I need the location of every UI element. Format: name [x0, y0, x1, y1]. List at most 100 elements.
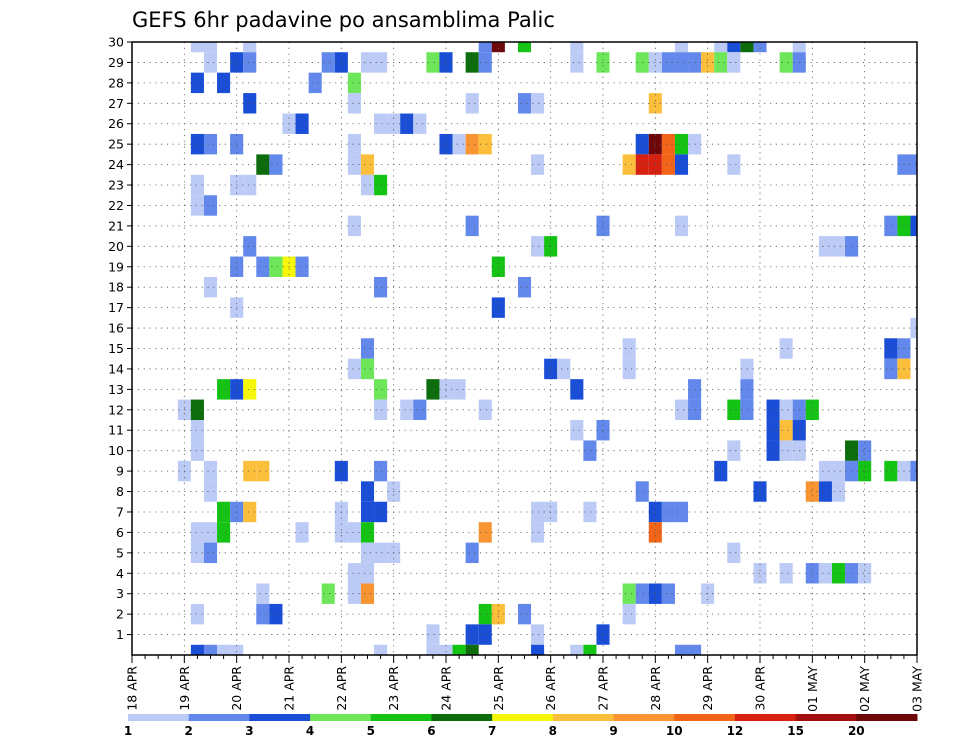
- heatmap-cell: [413, 399, 427, 421]
- heatmap-cell: [374, 460, 388, 482]
- heatmap-cell: [478, 399, 492, 421]
- heatmap-cell: [635, 52, 649, 73]
- heatmap-cell: [374, 174, 388, 196]
- heatmap-cell: [635, 583, 649, 604]
- heatmap-cell: [766, 420, 780, 441]
- heatmap-cell: [347, 583, 361, 604]
- heatmap-cell: [517, 276, 532, 298]
- colorbar-label: 20: [848, 724, 865, 738]
- heatmap-cell: [374, 276, 388, 298]
- colorbar-label: 4: [306, 724, 314, 738]
- heatmap-cell: [360, 154, 375, 175]
- heatmap-cell: [256, 603, 270, 625]
- y-tick-label: 5: [116, 545, 124, 560]
- heatmap-cell: [622, 154, 636, 175]
- colorbar-swatch: [552, 714, 615, 721]
- heatmap-cell: [478, 42, 492, 53]
- heatmap-cell: [360, 522, 375, 543]
- heatmap-cell: [203, 481, 218, 502]
- heatmap-cell: [714, 52, 728, 73]
- heatmap-cell: [570, 644, 584, 655]
- colorbar-label: 9: [609, 724, 617, 738]
- y-tick-label: 4: [116, 566, 124, 581]
- heatmap-cell: [727, 399, 741, 421]
- heatmap-cell: [243, 174, 257, 196]
- heatmap-cell: [648, 522, 662, 543]
- colorbar-label: 2: [185, 724, 193, 738]
- heatmap-cell: [674, 215, 689, 237]
- y-tick-label: 12: [108, 402, 124, 417]
- heatmap-cell: [831, 460, 846, 482]
- heatmap-cell: [531, 624, 545, 645]
- heatmap-cell: [635, 481, 649, 502]
- x-tick-label: 30 APR: [753, 666, 768, 711]
- heatmap-cell: [661, 52, 675, 73]
- heatmap-cell: [570, 42, 584, 53]
- colorbar-swatch: [734, 714, 797, 721]
- heatmap-cell: [347, 358, 361, 380]
- heatmap-cell: [648, 133, 662, 155]
- heatmap-cell: [779, 338, 793, 359]
- y-tick-label: 21: [108, 218, 124, 233]
- heatmap-cell: [203, 52, 218, 73]
- heatmap-cell: [321, 583, 335, 604]
- colorbar-swatch: [856, 714, 918, 721]
- heatmap-cell: [203, 133, 218, 155]
- heatmap-cell: [256, 256, 270, 277]
- heatmap-cell: [727, 42, 741, 53]
- heatmap-cell: [517, 42, 532, 53]
- heatmap-cell: [360, 481, 375, 502]
- heatmap-cell: [321, 52, 335, 73]
- heatmap-cell: [674, 501, 689, 523]
- heatmap-cell: [583, 440, 597, 461]
- heatmap-cell: [727, 542, 741, 564]
- x-tick-label: 27 APR: [596, 666, 611, 711]
- heatmap-cell: [426, 644, 440, 655]
- heatmap-cell: [203, 542, 218, 564]
- heatmap-cell: [360, 358, 375, 380]
- colorbar-legend: 1 2 3 4 5 6 7 8 9 10 12 15 20: [124, 714, 918, 738]
- chart-title: GEFS 6hr padavine po ansamblima Palic: [132, 8, 555, 32]
- heatmap-cell: [478, 52, 492, 73]
- heatmap-cell: [217, 644, 231, 655]
- y-tick-label: 9: [116, 464, 124, 479]
- heatmap-cell: [203, 522, 218, 543]
- heatmap-cell: [531, 93, 545, 114]
- heatmap-cell: [465, 624, 479, 645]
- heatmap-cell: [295, 256, 309, 277]
- heatmap-cell: [203, 195, 218, 216]
- y-tick-label: 14: [108, 361, 124, 376]
- heatmap-cell: [688, 133, 702, 155]
- heatmap-cell: [570, 379, 584, 400]
- heatmap-cell: [190, 644, 204, 655]
- heatmap-cell: [243, 501, 257, 523]
- heatmap-cell: [622, 583, 636, 604]
- colorbar-label: 1: [124, 724, 132, 738]
- heatmap-cell: [661, 133, 675, 155]
- heatmap-cell: [622, 603, 636, 625]
- heatmap-cell: [374, 399, 388, 421]
- y-tick-label: 15: [108, 341, 124, 356]
- x-tick-label: 02 MAY: [857, 666, 872, 712]
- heatmap-cell: [701, 52, 715, 73]
- heatmap-cell: [779, 420, 793, 441]
- heatmap-cell: [360, 52, 375, 73]
- heatmap-cell: [831, 563, 846, 584]
- heatmap-cell: [727, 154, 741, 175]
- y-tick-label: 6: [116, 525, 124, 540]
- y-tick-label: 19: [108, 259, 124, 274]
- heatmap-cell: [674, 42, 689, 53]
- heatmap-cell: [517, 93, 532, 114]
- heatmap-cell: [347, 93, 361, 114]
- heatmap-cell: [426, 379, 440, 400]
- colorbar-label: 7: [488, 724, 496, 738]
- heatmap-cell: [347, 215, 361, 237]
- heatmap-cell: [452, 644, 466, 655]
- y-tick-label: 28: [108, 75, 124, 90]
- heatmap-cell: [256, 460, 270, 482]
- heatmap-cell: [190, 522, 204, 543]
- heatmap-cell: [360, 542, 375, 564]
- x-tick-label: 18 APR: [125, 666, 140, 711]
- heatmap-cell: [753, 481, 767, 502]
